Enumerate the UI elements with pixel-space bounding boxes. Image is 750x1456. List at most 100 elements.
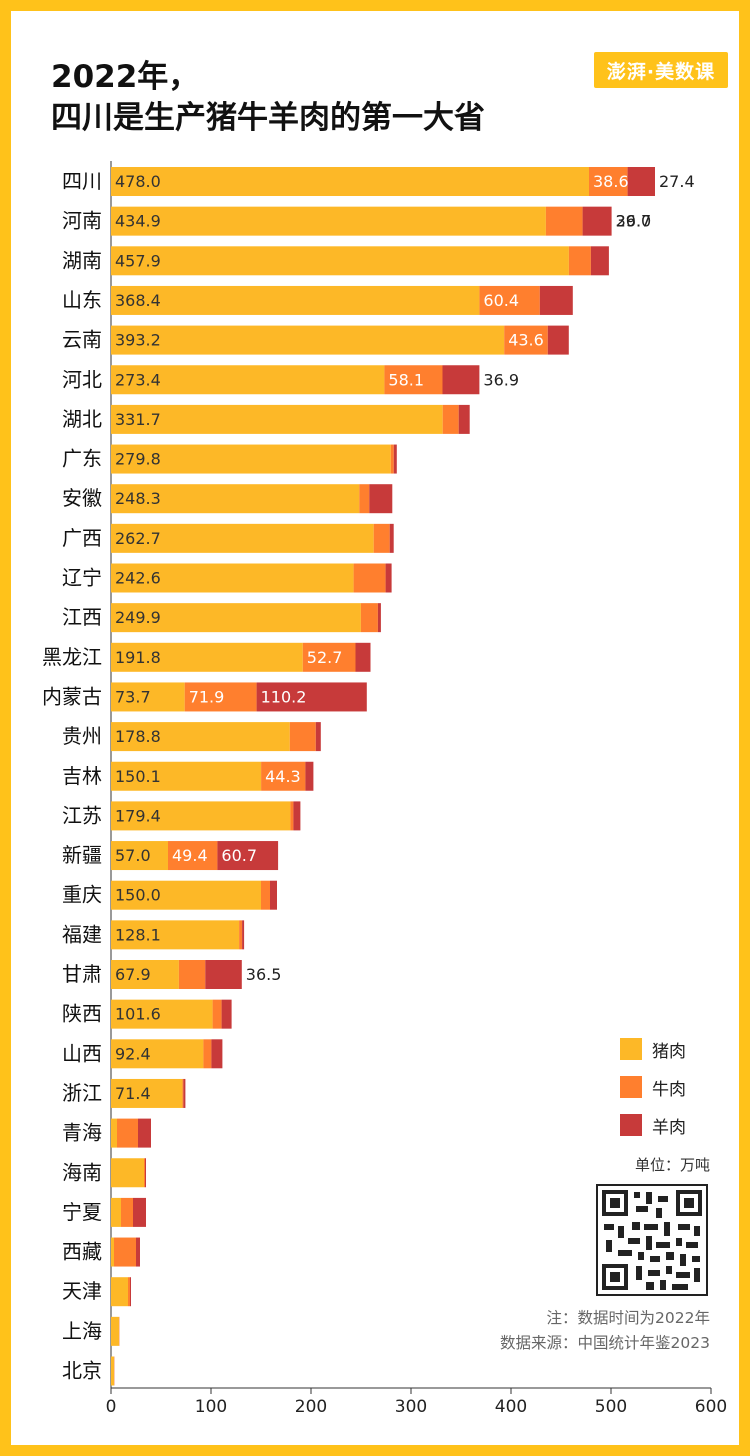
bar-segment-mutton	[385, 563, 392, 593]
data-label: 92.4	[115, 1044, 151, 1063]
bar-segment-pork	[111, 325, 505, 355]
bar-segment-mutton	[355, 642, 371, 672]
notes: 注：数据时间为2022年 数据来源：中国统计年鉴2023	[500, 1306, 710, 1356]
legend: 猪肉 牛肉 羊肉	[620, 1030, 730, 1144]
category-label: 内蒙古	[42, 684, 102, 708]
note-source: 数据来源：中国统计年鉴2023	[500, 1334, 710, 1352]
bar-segment-mutton	[458, 404, 470, 434]
bar-segment-mutton	[442, 365, 480, 395]
bar-segment-beef	[114, 1237, 136, 1267]
bar-segment-mutton	[183, 1078, 186, 1108]
data-label: 71.4	[115, 1084, 151, 1103]
category-label: 四川	[62, 169, 102, 193]
data-label: 249.9	[115, 608, 161, 627]
legend-item-pork: 猪肉	[620, 1030, 730, 1068]
bar-segment-mutton	[590, 246, 609, 276]
data-label: 273.4	[115, 370, 161, 389]
bar-segment-pork	[111, 682, 185, 712]
title-line-1: 2022年，	[51, 59, 200, 95]
category-label: 湖北	[62, 407, 102, 431]
x-tick-label: 600	[695, 1397, 727, 1417]
bar-segment-pork	[111, 444, 391, 474]
data-label: 128.1	[115, 925, 161, 944]
data-label: 36.9	[483, 370, 519, 389]
category-label: 山西	[62, 1041, 102, 1065]
bar-segment-pork	[111, 1277, 128, 1307]
data-label: 150.0	[115, 886, 161, 905]
bar-segment-pork	[111, 1039, 204, 1069]
bar-segment-beef	[568, 246, 591, 276]
bar-segment-mutton	[138, 1118, 151, 1148]
category-label: 广东	[62, 447, 102, 471]
data-label: 27.4	[659, 172, 695, 191]
category-label: 河北	[62, 367, 102, 391]
bar-segment-pork	[111, 1118, 117, 1148]
bar-segment-beef	[121, 1197, 133, 1227]
bar-segment-beef	[359, 484, 370, 514]
bar-segment-beef	[360, 603, 378, 633]
category-label: 福建	[62, 922, 102, 946]
bar-segment-mutton	[145, 1158, 146, 1188]
category-label: 贵州	[62, 724, 102, 748]
bar-segment-pork	[111, 365, 385, 395]
bar-segment-pork	[111, 285, 480, 315]
bar-segment-mutton	[315, 722, 321, 752]
bar-segment-mutton	[305, 761, 314, 791]
note-time: 注：数据时间为2022年	[546, 1309, 710, 1327]
data-label: 331.7	[115, 410, 161, 429]
bar-segment-beef	[239, 920, 243, 950]
x-tick-label: 300	[395, 1397, 427, 1417]
bar-segment-beef	[261, 880, 270, 910]
data-label: 49.4	[172, 846, 208, 865]
page-title: 2022年， 四川是生产猪牛羊肉的第一大省	[51, 57, 611, 139]
category-label: 陕西	[62, 1002, 102, 1026]
brand-logo: 澎湃·美数课	[594, 52, 728, 88]
category-label: 北京	[62, 1359, 102, 1383]
data-label: 179.4	[115, 806, 161, 825]
x-tick-label: 200	[295, 1397, 327, 1417]
bar-segment-pork	[111, 1316, 119, 1346]
bar-segment-mutton	[393, 444, 397, 474]
unit-label: 单位：万吨	[634, 1156, 710, 1174]
data-label: 29.0	[616, 212, 652, 231]
bar-segment-beef	[290, 801, 294, 831]
qr-code-icon	[602, 1190, 702, 1290]
bar-segment-beef	[384, 365, 443, 395]
bar-segment-beef	[289, 722, 316, 752]
bar-segment-mutton	[377, 603, 381, 633]
category-label: 辽宁	[62, 566, 102, 590]
bar-segment-beef	[212, 999, 222, 1029]
data-label: 178.8	[115, 727, 161, 746]
bar-segment-beef	[182, 1078, 184, 1108]
legend-label-beef: 牛肉	[652, 1079, 686, 1100]
data-label: 71.9	[189, 687, 225, 706]
bar-segment-pork	[111, 1356, 114, 1386]
bar-segment-mutton	[270, 880, 277, 910]
data-label: 36.7	[616, 212, 652, 231]
bar-segment-pork	[111, 484, 360, 514]
qr-code[interactable]	[596, 1184, 708, 1296]
x-tick-label: 0	[106, 1397, 117, 1417]
legend-item-beef: 牛肉	[620, 1068, 730, 1106]
bar-segment-pork	[111, 404, 443, 434]
bar-segment-beef	[128, 1277, 130, 1307]
legend-swatch-beef	[620, 1076, 642, 1098]
bar-segment-beef	[353, 563, 386, 593]
bar-segment-pork	[111, 801, 291, 831]
bar-segment-pork	[111, 563, 354, 593]
category-label: 浙江	[62, 1081, 102, 1105]
category-label: 重庆	[62, 883, 102, 907]
bar-segment-beef	[178, 960, 206, 989]
data-label: 101.6	[115, 1005, 161, 1024]
data-label: 457.9	[115, 251, 161, 270]
data-label: 52.7	[307, 648, 343, 667]
bar-segment-mutton	[539, 285, 573, 315]
category-label: 吉林	[62, 764, 102, 788]
data-label: 150.1	[115, 767, 161, 786]
data-label: 191.8	[115, 648, 161, 667]
bar-segment-mutton	[369, 484, 393, 514]
bar-segment-beef	[144, 1158, 145, 1188]
bar-segment-pork	[111, 999, 213, 1029]
bar-segment-beef	[117, 1118, 138, 1148]
